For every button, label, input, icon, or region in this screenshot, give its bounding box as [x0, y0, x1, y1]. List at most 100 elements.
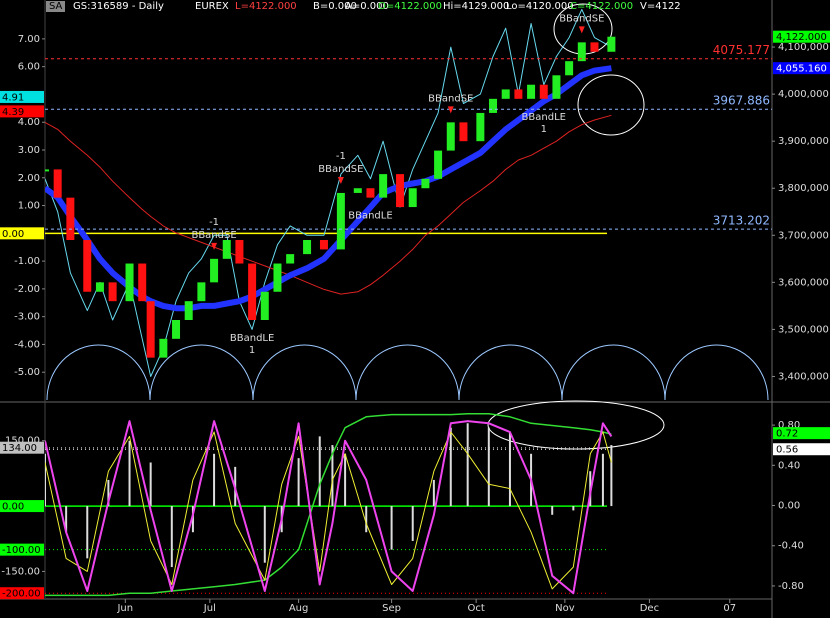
value-tag: [773, 30, 830, 43]
cycle-arc: [252, 344, 357, 400]
header-item: V=4122: [640, 1, 681, 12]
price-bar: [172, 320, 181, 339]
price-bar: [434, 150, 443, 179]
price-bar: [489, 98, 498, 113]
value-tag: [0, 105, 44, 118]
cycle-arc: [149, 344, 254, 400]
value-tag-label: 134.00: [2, 443, 37, 454]
price-bar: [476, 112, 485, 142]
price-bar: [125, 263, 134, 302]
price-bar: [184, 301, 193, 320]
y2-tick-label: 0.40: [778, 460, 800, 471]
header-item: EUREX: [195, 1, 229, 12]
value-tag: [773, 427, 830, 440]
highlight-ellipse: [487, 400, 665, 450]
value-tag-label: 4,122.000: [776, 32, 827, 43]
price-bar: [501, 89, 510, 99]
price-bar: [446, 122, 455, 151]
value-tag-label: -100.00: [2, 545, 41, 556]
cycle-arc: [458, 344, 563, 400]
price-bar: [197, 282, 206, 302]
y2-tick-label: -2.00: [14, 284, 40, 295]
y2-tick-label: 1.00: [18, 201, 40, 212]
price-bar: [408, 188, 417, 208]
x-tick-label: Oct: [467, 603, 484, 614]
value-tag-label: 0.00: [2, 502, 24, 513]
y-tick-label: 3,500,000: [778, 324, 829, 335]
x-tick-label: Sep: [382, 603, 401, 614]
series-line: [45, 114, 612, 295]
y2-tick-label: 3.00: [18, 145, 40, 156]
price-bar: [45, 169, 49, 172]
cycle-arc: [664, 344, 769, 400]
header-item: B=0.000: [313, 1, 357, 12]
price-bar: [421, 178, 430, 189]
symbol-badge: SA: [46, 1, 66, 12]
signal-arrow: [211, 242, 218, 250]
price-bar: [459, 122, 468, 142]
y-tick-label: 4,100,000: [778, 42, 829, 53]
cycle-arc: [355, 344, 460, 400]
y-tick-label: 4,000,000: [778, 89, 829, 100]
price-bar: [260, 291, 269, 320]
y2-tick-label: 7.00: [18, 34, 40, 45]
price-bar: [514, 89, 523, 99]
y2-tick-label: 0.00: [778, 501, 800, 512]
price-bar: [146, 301, 155, 358]
price-bar: [366, 188, 375, 198]
price-bar: [539, 84, 548, 99]
value-tag-label: 0.56: [776, 445, 798, 456]
signal-qty: -1: [209, 217, 219, 228]
y2-tick-label: 4.00: [18, 117, 40, 128]
price-bar: [248, 263, 257, 320]
price-bar: [108, 282, 117, 302]
y-tick-label: 150.00: [5, 436, 40, 447]
value-tag-label: 0.00: [2, 229, 24, 240]
value-tag-label: 4,055.160: [776, 64, 827, 75]
level-label: 3967.886: [713, 94, 770, 108]
x-tick-label: 07: [723, 603, 736, 614]
price-bar: [319, 240, 328, 250]
signal-label: BBandSE: [559, 13, 604, 24]
y-tick-label: 3,700,000: [778, 230, 829, 241]
y2-tick-label: 6.00: [18, 62, 40, 73]
series-line: [45, 8, 612, 377]
signal-arrow: [337, 176, 344, 184]
value-tag: [0, 587, 44, 600]
price-bar: [379, 174, 388, 198]
signal-arrow: [447, 106, 454, 114]
price-bar: [552, 75, 561, 99]
series-line: [45, 420, 613, 595]
value-tag-label: -200.00: [2, 589, 41, 600]
header-item: Hi=4129.000: [443, 1, 510, 12]
y2-tick-label: -1.00: [14, 256, 40, 267]
header-item: C=4122.000: [570, 1, 634, 12]
header-item: L=4122.000: [235, 1, 297, 12]
highlight-ellipse: [577, 74, 645, 136]
value-tag: [0, 227, 44, 240]
price-bar: [273, 263, 282, 292]
signal-label: BBandSE: [191, 230, 236, 241]
price-bar: [286, 254, 295, 264]
header: SA GS:316589 - Daily EUREX L=4122.000 B=0.0…: [0, 0, 830, 14]
value-tag-label: 4.91: [2, 92, 24, 103]
price-bar: [527, 84, 536, 99]
price-bar: [590, 42, 599, 52]
header-item: O=4122.000: [378, 1, 442, 12]
price-bar: [53, 169, 62, 198]
y2-tick-label: -0.80: [778, 581, 804, 592]
panel: [45, 412, 613, 597]
y-tick-label: 3,800,000: [778, 183, 829, 194]
cycle-arc: [46, 344, 151, 400]
value-tag: [0, 543, 44, 556]
signal-qty: -1: [336, 151, 346, 162]
signal-qty: 1: [249, 345, 255, 356]
signal-label: BBandLE: [348, 211, 392, 222]
price-bar: [565, 61, 574, 76]
level-label: 3713.202: [713, 214, 770, 228]
y-tick-label: 3,600,000: [778, 277, 829, 288]
value-tag: [0, 90, 44, 103]
price-bar: [336, 192, 345, 250]
